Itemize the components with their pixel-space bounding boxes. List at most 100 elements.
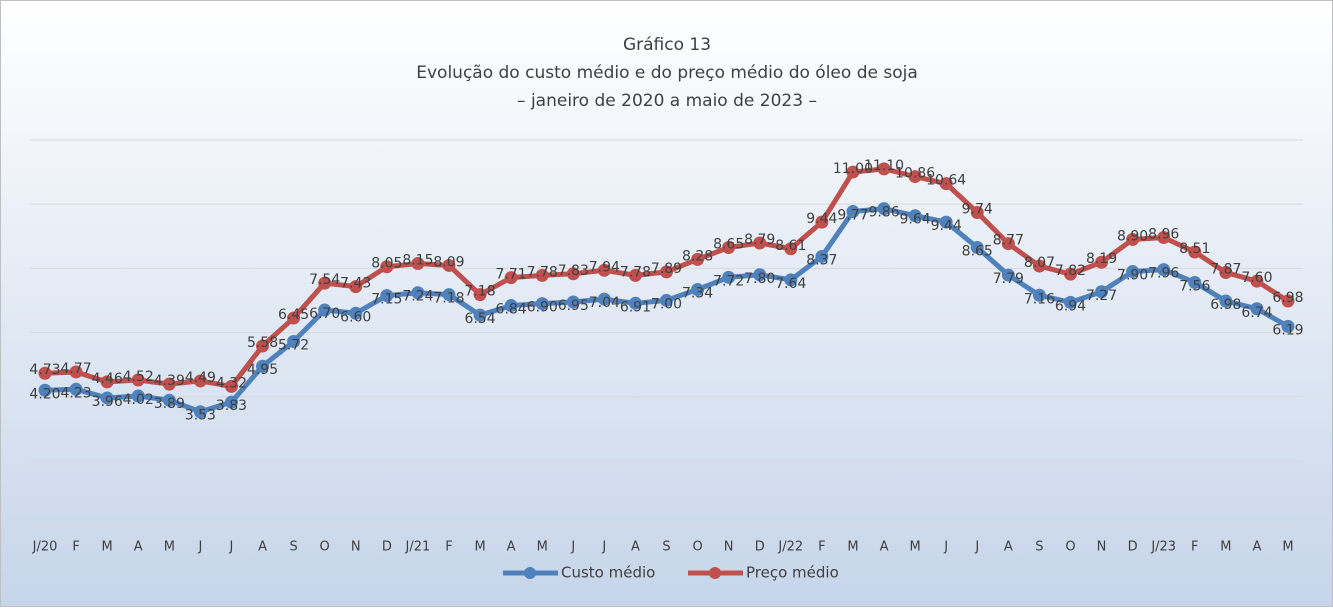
- legend-marker: [524, 567, 536, 579]
- point: [318, 303, 332, 317]
- data-label: 7.71: [496, 267, 527, 283]
- point: [1095, 255, 1109, 269]
- chart-title: Gráfico 13: [623, 35, 711, 55]
- point: [628, 268, 642, 282]
- data-label: 8.96: [1148, 227, 1179, 243]
- x-tick-label: A: [1252, 540, 1261, 555]
- data-label: 7.16: [1024, 291, 1055, 307]
- x-tick-label: N: [724, 540, 734, 555]
- point: [535, 268, 549, 282]
- data-label: 3.83: [216, 398, 247, 414]
- x-tick-label: M: [474, 540, 485, 555]
- data-label: 4.23: [60, 385, 91, 401]
- point: [939, 177, 953, 191]
- data-label: 4.77: [60, 361, 91, 377]
- data-label: 8.61: [775, 238, 806, 254]
- data-label: 8.19: [1086, 251, 1117, 267]
- data-label: 6.74: [1241, 305, 1272, 321]
- data-label: 7.15: [371, 292, 402, 308]
- point: [162, 393, 176, 407]
- x-tick-label: A: [134, 540, 143, 555]
- chart-subtitle: – janeiro de 2020 a maio de 2023 –: [517, 91, 817, 111]
- point: [1001, 237, 1015, 251]
- x-tick-label: S: [1035, 540, 1043, 555]
- point: [660, 265, 673, 279]
- x-tick-label: J: [197, 540, 202, 555]
- point: [349, 280, 363, 294]
- point: [1001, 268, 1015, 282]
- point: [193, 405, 207, 419]
- x-tick-label: N: [351, 540, 361, 555]
- x-tick-label: A: [631, 540, 640, 555]
- data-label: 7.87: [1210, 262, 1241, 278]
- point: [1063, 267, 1077, 281]
- data-label: 6.95: [558, 298, 589, 314]
- data-label: 7.18: [433, 291, 464, 307]
- point: [442, 258, 456, 272]
- data-label: 4.02: [123, 392, 154, 408]
- point: [1188, 275, 1202, 289]
- point: [318, 276, 332, 290]
- point: [691, 283, 705, 297]
- data-label: 7.72: [713, 273, 744, 289]
- data-label: 7.78: [527, 264, 558, 280]
- point: [908, 170, 922, 184]
- point: [970, 206, 984, 220]
- point: [1250, 274, 1264, 288]
- data-label: 9.86: [868, 205, 899, 221]
- x-tick-label: J: [943, 540, 948, 555]
- point: [1250, 302, 1264, 316]
- data-label: 8.51: [1179, 241, 1210, 257]
- point: [815, 249, 829, 263]
- data-label: 7.27: [1086, 288, 1117, 304]
- x-tick-label: M: [102, 540, 113, 555]
- x-tick-label: M: [847, 540, 858, 555]
- x-tick-label: A: [880, 540, 889, 555]
- point: [131, 389, 145, 403]
- point: [1281, 319, 1295, 333]
- point: [846, 165, 860, 179]
- x-tick-label: S: [662, 540, 670, 555]
- data-label: 6.84: [496, 302, 527, 318]
- data-label: 6.90: [527, 300, 558, 316]
- data-label: 7.79: [993, 271, 1024, 287]
- point: [504, 271, 518, 285]
- point: [256, 359, 270, 373]
- data-label: 9.77: [837, 208, 868, 224]
- x-tick-label: F: [1191, 540, 1198, 555]
- data-label: 7.00: [651, 296, 682, 312]
- x-tick-label: A: [507, 540, 516, 555]
- point: [877, 162, 891, 176]
- point: [1095, 285, 1109, 299]
- point: [38, 366, 52, 380]
- point: [1281, 294, 1295, 308]
- data-label: 7.78: [620, 264, 651, 280]
- point: [69, 382, 83, 396]
- data-label: 7.90: [1117, 268, 1148, 284]
- data-label: 8.37: [806, 252, 837, 268]
- legend-label: Preço médio: [746, 564, 839, 582]
- point: [1157, 263, 1171, 277]
- point: [1219, 266, 1233, 280]
- point: [1126, 265, 1140, 279]
- data-label: 7.64: [775, 276, 806, 292]
- x-tick-label: A: [1004, 540, 1013, 555]
- data-label: 7.34: [682, 286, 713, 302]
- point: [100, 375, 114, 389]
- x-tick-label: M: [1220, 540, 1231, 555]
- x-tick-label: J: [570, 540, 575, 555]
- point: [38, 383, 52, 397]
- data-label: 6.19: [1272, 322, 1303, 338]
- x-tick-label: J: [229, 540, 234, 555]
- data-label: 8.77: [993, 233, 1024, 249]
- x-tick-label: N: [1097, 540, 1107, 555]
- data-label: 6.54: [464, 311, 495, 327]
- data-label: 7.83: [558, 263, 589, 279]
- point: [473, 288, 487, 302]
- data-label: 9.64: [900, 212, 931, 228]
- point: [162, 377, 176, 391]
- x-tick-label: J: [601, 540, 606, 555]
- point: [628, 296, 642, 310]
- point: [566, 267, 580, 281]
